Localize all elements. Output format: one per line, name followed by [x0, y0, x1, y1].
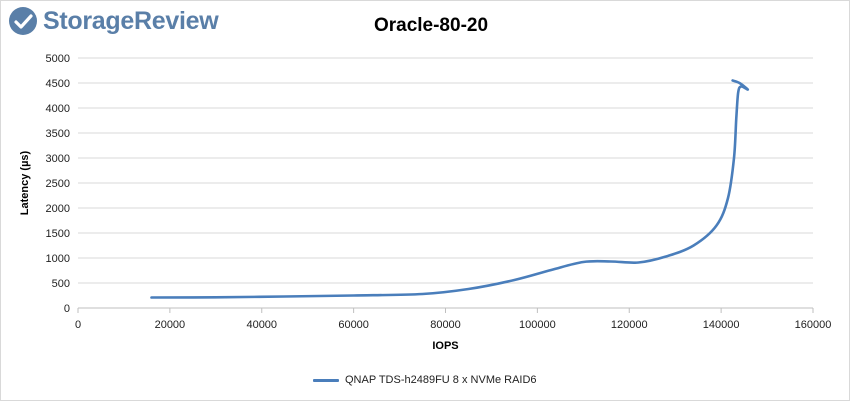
x-tick-marks: [77, 308, 814, 313]
x-tick-label: 100000: [519, 319, 556, 331]
legend-label: QNAP TDS-h2489FU 8 x NVMe RAID6: [345, 374, 537, 386]
y-tick-label: 0: [64, 303, 70, 315]
x-axis-title: IOPS: [432, 340, 458, 352]
y-tick-label: 500: [52, 278, 70, 290]
storagereview-logo-icon: [9, 7, 37, 35]
x-tick-labels: 0 20000 40000 60000 80000 100000 120000 140000 1…: [75, 319, 831, 331]
x-tick-label: 0: [75, 319, 81, 331]
x-tick-label: 120000: [611, 319, 648, 331]
x-tick-label: 40000: [246, 319, 277, 331]
legend: QNAP TDS-h2489FU 8 x NVMe RAID6: [313, 370, 537, 390]
series-line: [150, 79, 750, 299]
y-tick-label: 4000: [46, 103, 70, 115]
y-tick-label: 1500: [46, 228, 70, 240]
y-tick-labels: 0 500 1000 1500 2000 2500 3000 3500 4000 4500 5000: [46, 53, 70, 315]
x-tick-label: 60000: [338, 319, 369, 331]
gridlines: [78, 57, 813, 284]
x-tick-label: 20000: [155, 319, 186, 331]
storagereview-logo: StorageReview: [7, 5, 227, 39]
x-tick-label: 140000: [703, 319, 740, 331]
y-tick-label: 2500: [46, 178, 70, 190]
y-tick-label: 3500: [46, 128, 70, 140]
chart-title: Oracle-80-20: [373, 15, 489, 36]
x-tick-label: 160000: [795, 319, 832, 331]
y-tick-label: 3000: [46, 153, 70, 165]
y-tick-label: 1000: [46, 253, 70, 265]
y-tick-label: 5000: [46, 53, 70, 65]
y-axis-title: Latency (µs): [19, 150, 31, 215]
y-tick-label: 2000: [46, 203, 70, 215]
y-tick-label: 4500: [46, 78, 70, 90]
brand-name: StorageReview: [43, 7, 219, 35]
legend-swatch: [313, 378, 339, 382]
x-tick-label: 80000: [430, 319, 461, 331]
